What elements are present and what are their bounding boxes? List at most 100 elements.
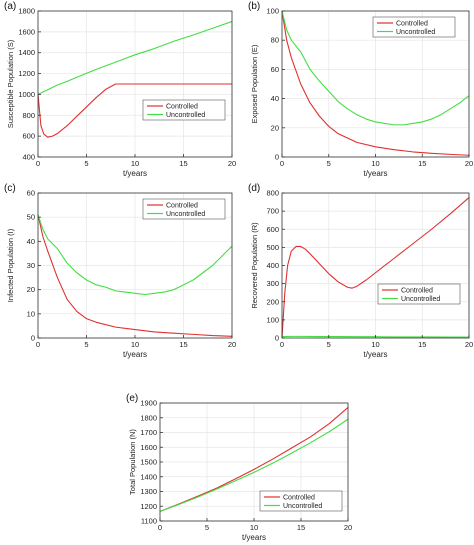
y-tick-label: 600 [22, 132, 35, 141]
y-tick-label: 50 [27, 213, 35, 222]
panel-label: (b) [248, 1, 260, 12]
x-tick-label: 10 [250, 523, 258, 532]
x-tick-label: 15 [179, 340, 187, 349]
y-tick-label: 400 [22, 153, 35, 162]
y-tick-label: 800 [266, 189, 279, 198]
x-tick-label: 5 [84, 159, 88, 168]
y-tick-label: 60 [271, 65, 279, 74]
y-tick-label: 20 [271, 123, 279, 132]
x-tick-label: 10 [371, 159, 379, 168]
y-axis-label: Susceptible Population (S) [6, 39, 15, 128]
series-line-uncontrolled [281, 10, 470, 126]
y-tick-label: 1600 [18, 27, 35, 36]
y-axis-label: Recovered Population (R) [250, 222, 259, 309]
panel-label: (e) [126, 393, 138, 404]
y-tick-label: 1700 [140, 428, 157, 437]
y-tick-label: 0 [275, 334, 279, 343]
x-tick-label: 0 [36, 340, 40, 349]
x-tick-label: 0 [280, 340, 284, 349]
x-tick-label: 15 [297, 523, 305, 532]
y-tick-label: 700 [266, 207, 279, 216]
y-tick-label: 1600 [140, 443, 157, 452]
y-tick-label: 80 [271, 36, 279, 45]
x-tick-label: 20 [228, 340, 236, 349]
legend-entry: Controlled [166, 203, 198, 210]
series-line-controlled [37, 83, 232, 138]
series-line-uncontrolled [37, 20, 233, 95]
x-axis-label: t/years [123, 169, 147, 178]
y-tick-label: 300 [266, 279, 279, 288]
y-tick-label: 1200 [140, 502, 157, 511]
panel-label: (a) [4, 1, 16, 12]
x-axis-label: t/years [242, 533, 266, 542]
y-axis-label: Infected Population (I) [6, 228, 15, 302]
y-tick-label: 100 [266, 315, 279, 324]
series-line-controlled [37, 214, 233, 337]
x-tick-label: 10 [371, 340, 379, 349]
panel-label: (d) [248, 183, 260, 194]
y-tick-label: 200 [266, 297, 279, 306]
y-tick-label: 1400 [140, 472, 157, 481]
x-tick-label: 20 [465, 159, 473, 168]
x-axis-label: t/years [363, 350, 387, 359]
y-tick-label: 400 [266, 261, 279, 270]
y-tick-label: 1500 [140, 458, 157, 467]
series-line-uncontrolled [37, 214, 233, 296]
x-tick-label: 20 [228, 159, 236, 168]
y-tick-label: 800 [22, 111, 35, 120]
y-tick-label: 100 [266, 7, 279, 16]
series-line-controlled [159, 407, 349, 512]
series-line-controlled [281, 10, 470, 156]
legend-entry: Uncontrolled [401, 296, 440, 303]
panel-label: (c) [4, 183, 16, 194]
y-tick-label: 0 [275, 153, 279, 162]
y-axis-label: Exposed Population (E) [250, 44, 259, 123]
series-line-uncontrolled [281, 335, 469, 338]
y-tick-label: 600 [266, 225, 279, 234]
y-tick-label: 1800 [140, 413, 157, 422]
legend-entry: Controlled [401, 288, 433, 295]
y-tick-label: 20 [27, 285, 35, 294]
x-tick-label: 15 [179, 159, 187, 168]
legend-box [372, 16, 456, 38]
x-tick-label: 20 [344, 523, 352, 532]
x-tick-label: 5 [84, 340, 88, 349]
legend-box [259, 490, 343, 512]
panel-1: 0 5 10 15 20 400 600 800 1000 1200 1400 1600 1800 t/y… [4, 1, 236, 178]
legend-entry: Uncontrolled [396, 29, 435, 36]
x-tick-label: 5 [327, 340, 331, 349]
y-tick-label: 30 [27, 261, 35, 270]
panel-5: 0 5 10 15 20 1100 1200 1300 1400 1500 1600 1700 1800… [126, 393, 352, 542]
series-line-controlled [281, 197, 470, 339]
x-tick-label: 0 [280, 159, 284, 168]
series-line-uncontrolled [159, 418, 349, 512]
x-tick-label: 20 [465, 340, 473, 349]
y-tick-label: 10 [27, 309, 35, 318]
y-tick-label: 500 [266, 243, 279, 252]
x-tick-label: 15 [418, 340, 426, 349]
panel-2: 0 5 10 15 20 0 20 40 60 80 100 t/years Exposed Popul… [248, 1, 473, 178]
legend-entry: Uncontrolled [166, 211, 205, 218]
y-tick-label: 60 [27, 189, 35, 198]
legend-box [377, 283, 461, 305]
y-tick-label: 1800 [18, 7, 35, 16]
y-tick-label: 0 [31, 334, 35, 343]
y-tick-label: 1000 [18, 90, 35, 99]
y-tick-label: 1300 [140, 487, 157, 496]
y-tick-label: 1100 [141, 517, 157, 526]
y-tick-label: 1200 [18, 69, 35, 78]
x-tick-label: 5 [327, 159, 331, 168]
legend-entry: Controlled [283, 495, 315, 502]
legend-entry: Uncontrolled [283, 503, 322, 510]
x-tick-label: 10 [131, 340, 139, 349]
legend-entry: Controlled [396, 21, 428, 28]
legend-box [142, 198, 226, 220]
x-tick-label: 0 [36, 159, 40, 168]
y-tick-label: 40 [27, 237, 35, 246]
